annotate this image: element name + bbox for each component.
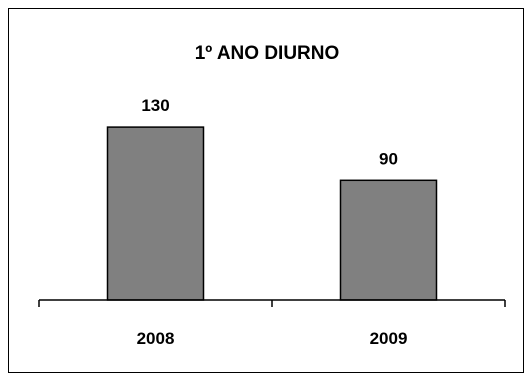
data-label-2009: 90 — [379, 149, 398, 168]
bar-2008 — [106, 126, 205, 301]
bar-2009 — [339, 179, 438, 301]
bar-chart: 1º ANO DIURNO 130 2008 90 2009 — [38, 43, 506, 348]
x-tick-label-2008: 2008 — [137, 329, 175, 348]
plot-area: 130 2008 90 2009 — [38, 96, 506, 348]
chart-title: 1º ANO DIURNO — [195, 43, 340, 64]
chart-frame: 1º ANO DIURNO 130 2008 90 2009 — [8, 8, 524, 373]
x-tick-label-2009: 2009 — [370, 329, 408, 348]
data-label-2008: 130 — [141, 96, 169, 115]
